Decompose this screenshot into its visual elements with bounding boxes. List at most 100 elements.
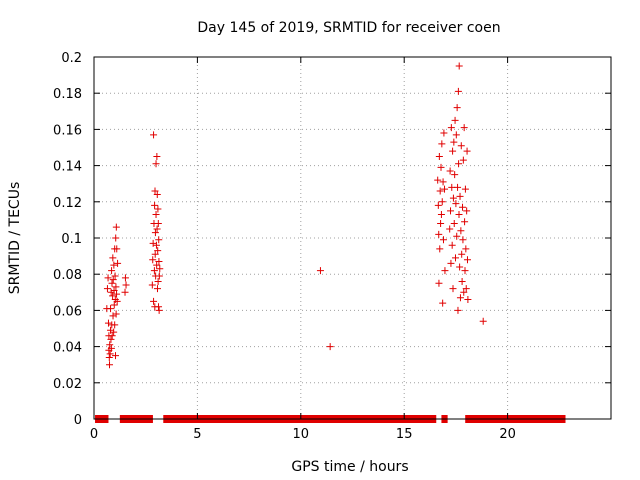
data-point [155, 236, 163, 244]
data-point [110, 286, 118, 294]
data-point [112, 234, 120, 242]
y-tick-label: 0.06 [53, 304, 82, 319]
data-point [105, 353, 113, 361]
data-point [152, 210, 160, 218]
data-point [436, 187, 444, 195]
data-point [454, 183, 462, 191]
chart-title: Day 145 of 2019, SRMTID for receiver coe… [197, 20, 500, 36]
data-point [451, 254, 459, 262]
data-point [454, 306, 462, 314]
data-point [112, 352, 120, 360]
data-point [448, 241, 456, 249]
data-point [450, 220, 458, 228]
data-point [464, 296, 472, 304]
data-point [114, 259, 122, 267]
data-point [104, 274, 112, 282]
data-point [106, 350, 114, 358]
data-point [149, 239, 157, 247]
data-point [326, 343, 334, 351]
data-point [437, 220, 445, 228]
data-point [122, 281, 130, 289]
x-axis-title: GPS time / hours [291, 459, 408, 475]
data-point [151, 229, 159, 237]
data-point [449, 285, 457, 293]
data-point [107, 335, 115, 343]
data-point [479, 317, 487, 325]
data-point [109, 276, 117, 284]
data-point [434, 176, 442, 184]
y-tick-label: 0 [74, 413, 82, 428]
data-point [154, 247, 162, 255]
data-point [461, 218, 469, 226]
data-points [103, 62, 487, 369]
data-point [455, 210, 463, 218]
data-point [460, 124, 468, 132]
data-point [451, 171, 459, 179]
data-point [457, 227, 465, 235]
plot-frame [93, 56, 612, 420]
x-tick-label: 0 [90, 427, 98, 442]
data-point [458, 277, 466, 285]
data-point [439, 178, 447, 186]
data-point [113, 297, 121, 305]
data-point [151, 187, 159, 195]
data-point [151, 250, 159, 258]
data-point [153, 191, 161, 199]
data-point [154, 277, 162, 285]
data-point [156, 265, 164, 273]
data-point [449, 194, 457, 202]
data-point [152, 241, 160, 249]
data-point [439, 236, 447, 244]
data-point [154, 220, 162, 228]
data-point [109, 254, 117, 262]
x-tick-label: 5 [193, 427, 201, 442]
data-point [462, 285, 470, 293]
data-point [113, 245, 121, 253]
data-point [453, 104, 461, 112]
data-point [152, 160, 160, 168]
data-point [463, 256, 471, 264]
y-tick-label: 0.18 [53, 87, 82, 102]
x-tick-label: 15 [396, 427, 413, 442]
grid-lines [94, 57, 611, 419]
data-point [458, 250, 466, 258]
data-point [446, 167, 454, 175]
data-point [153, 261, 161, 269]
data-point [108, 279, 116, 287]
data-point [110, 328, 118, 336]
data-point [455, 62, 463, 70]
data-point [106, 341, 114, 349]
data-point [107, 326, 115, 334]
data-point [104, 319, 112, 327]
data-point [155, 272, 163, 280]
y-tick-label: 0.2 [61, 51, 82, 66]
y-tick-label: 0.16 [53, 123, 82, 138]
data-point [435, 279, 443, 287]
data-point [459, 156, 467, 164]
data-point [150, 131, 158, 139]
data-point [441, 267, 449, 275]
data-point [456, 263, 464, 271]
data-point [435, 153, 443, 161]
data-point [112, 223, 120, 231]
data-point [112, 310, 120, 318]
data-point [153, 225, 161, 233]
data-point [434, 201, 442, 209]
data-point [462, 245, 470, 253]
data-point [461, 267, 469, 275]
data-point [438, 198, 446, 206]
data-point [111, 272, 119, 280]
data-point [106, 361, 114, 369]
data-point [107, 344, 115, 352]
axis-ticks: 0 5 10 15 20 0 0.02 0.04 0.06 0.08 0.1 0.12 0.14 0.16… [53, 51, 611, 442]
data-point [451, 116, 459, 124]
data-point [108, 267, 116, 275]
data-point [461, 185, 469, 193]
data-point [109, 292, 117, 300]
data-point [107, 305, 115, 313]
data-point [110, 261, 118, 269]
data-point [454, 87, 462, 95]
data-point [154, 205, 162, 213]
data-point [447, 207, 455, 215]
